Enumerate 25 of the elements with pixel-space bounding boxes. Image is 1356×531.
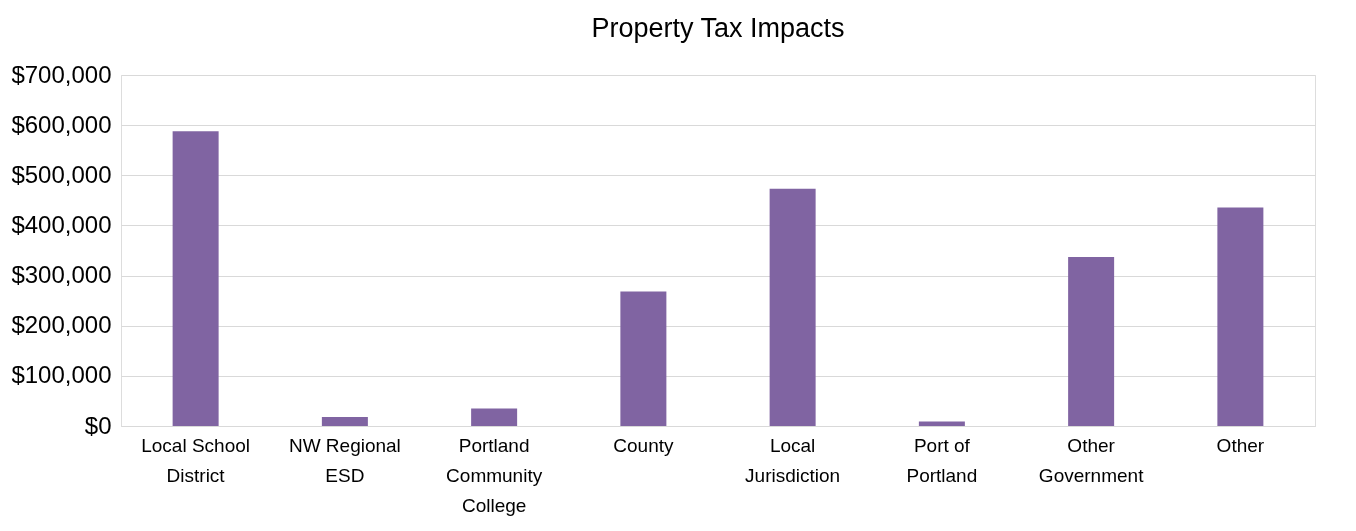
y-tick-label: $300,000 (11, 261, 112, 289)
bar (918, 421, 965, 426)
chart-title: Property Tax Impacts (591, 13, 845, 43)
x-tick-label: Other (1216, 434, 1265, 456)
y-tick-label: $200,000 (11, 311, 112, 339)
x-tick-label: Portland Community College (446, 434, 543, 516)
bar (1217, 207, 1264, 426)
y-tick-label: $700,000 (11, 60, 112, 88)
bar (471, 408, 518, 426)
x-tick-label: Other Government (1038, 434, 1145, 486)
y-tick-label: $100,000 (11, 361, 112, 389)
x-tick-label: Local School District (141, 434, 251, 486)
bar (321, 416, 368, 426)
y-tick-label: $600,000 (11, 110, 112, 138)
y-tick-label: $500,000 (11, 160, 112, 188)
x-tick-label: Local Jurisdiction (745, 434, 841, 486)
y-tick-label: $400,000 (11, 210, 112, 238)
x-tick-label: Port of Portland (906, 434, 978, 486)
x-tick-label: NW Regional ESD (288, 434, 401, 486)
x-tick-label: County (613, 434, 674, 456)
bar (769, 188, 816, 426)
bar (172, 131, 219, 426)
bar (1068, 257, 1115, 426)
bar (620, 291, 667, 426)
y-tick-label: $0 (84, 411, 112, 439)
